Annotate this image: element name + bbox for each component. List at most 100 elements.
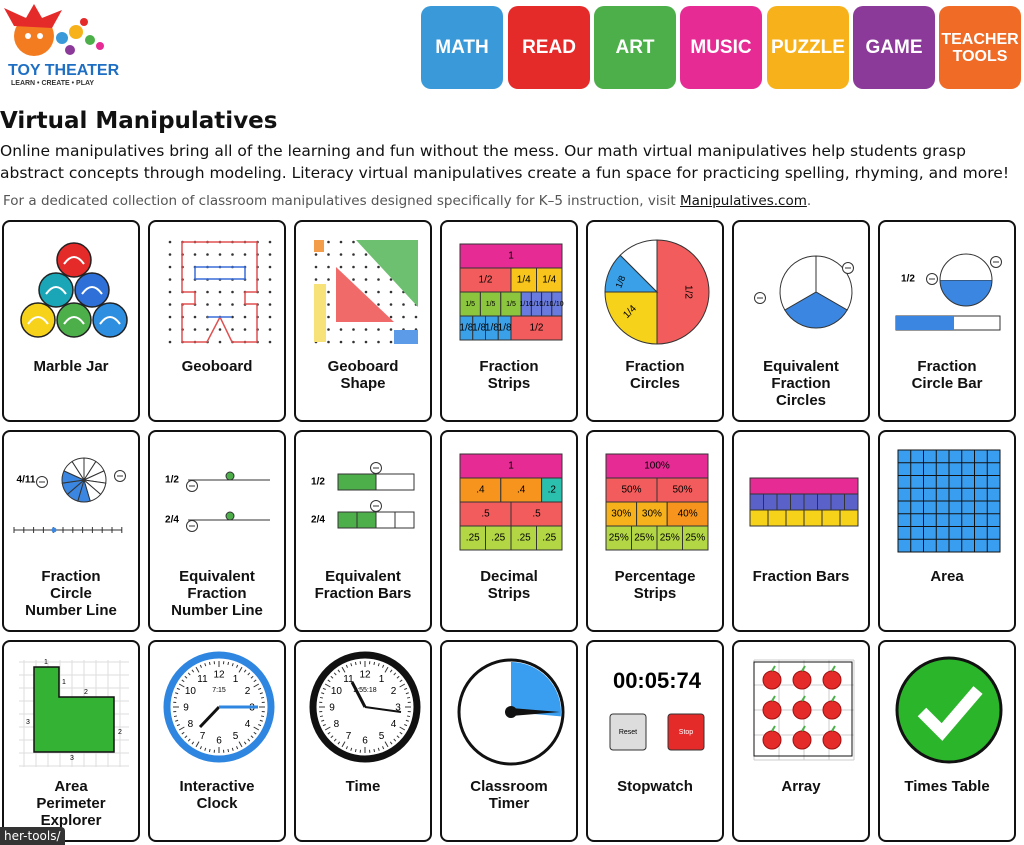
card[interactable]: Geoboard Shape: [294, 220, 432, 422]
shape: [749, 509, 769, 527]
link[interactable]: Manipulatives.com: [680, 193, 807, 209]
icon-text: 2: [84, 689, 88, 696]
card[interactable]: 1 1 2 3 2 3 Area Perimeter Explorer: [2, 640, 140, 842]
shape: [319, 696, 324, 699]
nav-button[interactable]: PUZZLE: [767, 6, 849, 89]
icon-text: 2: [118, 729, 122, 736]
shape: [227, 748, 230, 753]
shape: [821, 509, 841, 527]
shape: [656, 477, 709, 503]
card-icon: 1 1 2 3 2 3: [19, 659, 129, 767]
icon-text: 1/5: [465, 301, 475, 308]
shape: [762, 730, 782, 750]
shape: [339, 253, 343, 256]
icon-text: .25: [466, 533, 480, 544]
card[interactable]: Equivalent Fraction Circles: [732, 220, 870, 422]
shape: [175, 719, 179, 722]
shape: [803, 493, 818, 511]
card-icon: 1/2 2/4: [165, 471, 270, 532]
shape: [268, 265, 272, 269]
logo-dot: [96, 42, 104, 50]
shape: [198, 705, 221, 729]
nav-button[interactable]: TEACHER TOOLS: [939, 6, 1021, 89]
card-title: Marble Jar: [33, 358, 109, 375]
card[interactable]: 1/2 Fraction Circle Bar: [878, 220, 1016, 422]
shape: [354, 748, 357, 753]
card[interactable]: 1/2 2/4 Equivalent Fraction Number Line: [148, 430, 286, 632]
shape: [352, 278, 355, 281]
shape: [168, 303, 172, 306]
icon-text: 7:15: [212, 687, 226, 694]
shape: [231, 328, 234, 331]
card[interactable]: 1/2 1/4 1/8 Fraction Circles: [586, 220, 724, 422]
shape: [345, 746, 348, 750]
shape: [414, 315, 418, 319]
icon-text: 4/11: [17, 475, 36, 486]
shape: [268, 303, 272, 306]
card-icon: 11/2 1/4 1/41/5 1/5 1/5 1/101/101/101/101/81/…: [459, 243, 564, 341]
card[interactable]: Times Table: [878, 640, 1016, 842]
shape: [402, 303, 405, 306]
shape: [327, 303, 330, 306]
card[interactable]: 00:05:74 Reset Stop Stopwatch: [586, 640, 724, 842]
shape: [339, 328, 343, 331]
card[interactable]: Marble Jar: [2, 220, 140, 422]
shape: [176, 687, 180, 690]
shape: [327, 265, 330, 269]
icon-text: 2:55:18: [353, 687, 376, 694]
shape: [771, 695, 776, 702]
shape: [822, 670, 842, 690]
shape: [384, 666, 389, 673]
card[interactable]: 12 1 2 3 4 5 6 7 8 9 10 11 2:55:18 Time: [294, 640, 432, 842]
shape: [176, 724, 180, 727]
nav-button[interactable]: GAME: [853, 6, 935, 89]
shape: [384, 741, 389, 748]
card[interactable]: Area: [878, 430, 1016, 632]
shape: [314, 253, 318, 256]
icon-text: 5: [379, 731, 385, 742]
shape: [191, 741, 195, 745]
shape: [459, 453, 563, 479]
card[interactable]: 1 1/2 1/4 1/4 1/5 1/5 1/5 1/10 1/10 1/10 1/10 1/8 1/…: [440, 220, 578, 422]
shape: [511, 708, 560, 716]
card[interactable]: Array: [732, 640, 870, 842]
card[interactable]: 1/2 2/4 Equivalent Fraction Bars: [294, 430, 432, 632]
shape: [181, 731, 185, 735]
card[interactable]: Classroom Timer: [440, 640, 578, 842]
icon-text: 1/8: [472, 323, 486, 334]
shape: [459, 243, 563, 269]
shape: [339, 265, 343, 269]
nav-button[interactable]: MUSIC: [680, 6, 762, 89]
icon-text: 50%: [621, 485, 641, 496]
card-icon: [749, 477, 859, 527]
shape: [939, 279, 993, 307]
icon-text: 2/4: [165, 515, 179, 526]
shape: [218, 340, 222, 344]
shape: [831, 665, 836, 672]
logo-eye: [25, 33, 31, 39]
card[interactable]: Geoboard: [148, 220, 286, 422]
shape: [337, 669, 341, 673]
icon-text: 40%: [678, 509, 698, 520]
icon-text: 1/2: [901, 274, 915, 285]
nav-button[interactable]: READ: [508, 6, 590, 89]
nav-button[interactable]: ART: [594, 6, 676, 89]
card[interactable]: 1 .4 .4 .2 .5 .5 .25 .25 .25 .25 Decimal Strips: [440, 430, 578, 632]
card[interactable]: 100% 50% 50% 30% 30% 40% 25% 25% 25% 25% Percentag…: [586, 430, 724, 632]
shape: [38, 272, 74, 308]
card[interactable]: 4/11 Fraction Circle Number Line: [2, 430, 140, 632]
shape: [792, 730, 812, 750]
icon-text: 1/4: [517, 275, 531, 286]
shape: [763, 493, 778, 511]
shape: [382, 664, 385, 668]
card-title: Percentage Strips: [614, 568, 696, 602]
card-title: Equivalent Fraction Circles: [763, 358, 839, 409]
logo: TOY THEATER LEARN • CREATE • PLAY: [4, 4, 120, 87]
shape: [389, 669, 393, 673]
nav-button[interactable]: MATH: [421, 6, 503, 89]
shape: [352, 328, 355, 331]
card[interactable]: Fraction Bars: [732, 430, 870, 632]
shape: [168, 253, 172, 256]
icon-text: Stop: [679, 729, 694, 736]
